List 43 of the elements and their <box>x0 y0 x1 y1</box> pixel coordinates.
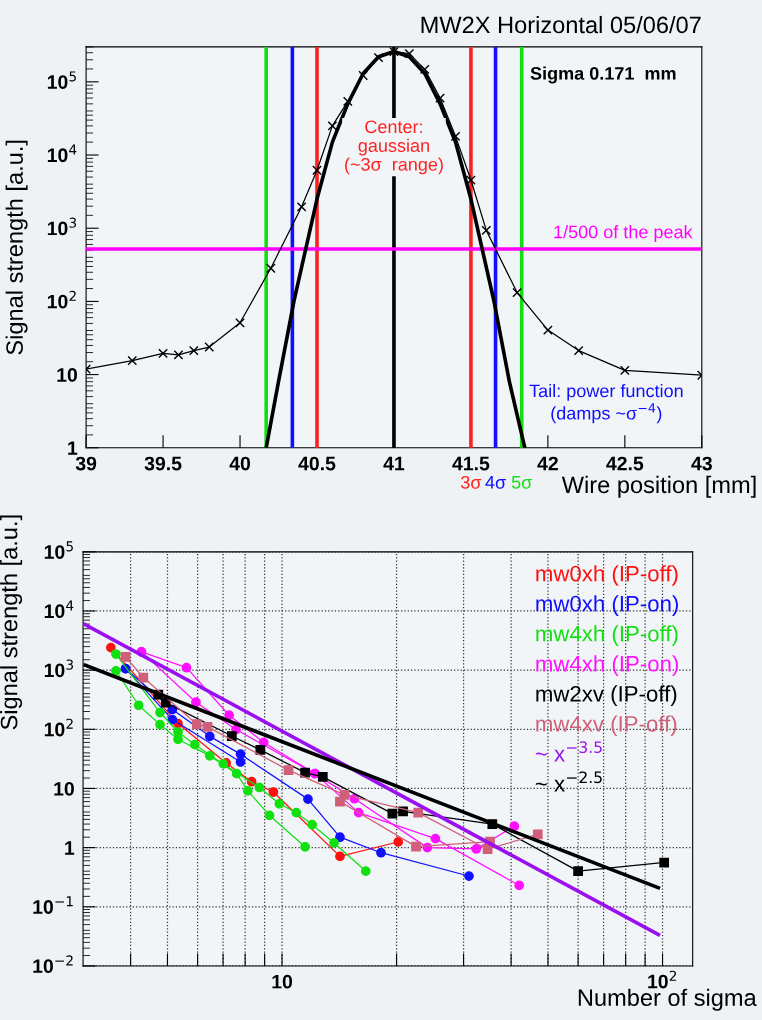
y-tick-label: 10$^{5}$ <box>47 71 76 89</box>
y-tick-label: 1 <box>68 441 78 455</box>
y-tick-label: 10$^{2}$ <box>44 718 73 737</box>
text: ~ x$^{−2.5}$ <box>535 771 602 792</box>
x-tick-label: 39.5 <box>144 456 182 471</box>
y-tick-label: 10$^{−1}$ <box>33 896 73 914</box>
text: mw0xh (IP-off) <box>536 565 678 586</box>
x-tick-label: 42.5 <box>606 456 644 471</box>
y-tick-label: 10$^{5}$ <box>44 541 73 559</box>
ref-line-label: 1/500 of the peak <box>554 225 693 242</box>
y-tick-label: 10$^{3}$ <box>44 659 73 678</box>
x-tick-label: 41 <box>383 456 405 471</box>
y-tick-label: 10$^{4}$ <box>47 144 77 163</box>
x-tick-label: 40 <box>229 456 251 471</box>
y-tick-label: 10$^{3}$ <box>47 217 77 236</box>
x-tick-label: 40.5 <box>298 456 336 471</box>
annotation: Tail: power function (damps ~σ$^{−4}$) <box>529 384 683 424</box>
y-axis-title: Signal strength [a.u.] <box>0 515 23 730</box>
annotation: Sigma 0.171 mm <box>530 66 676 84</box>
x-tick-label: 41.5 <box>452 456 490 471</box>
text: mw4xh (IP-off) <box>536 625 678 646</box>
ref-line-label: 4σ <box>485 476 506 489</box>
text: mw4xv (IP-off) <box>536 715 677 737</box>
text: mw4xh (IP-on) <box>536 655 678 676</box>
ref-line-label: 3σ <box>461 475 482 489</box>
text: mw2xv (IP-off) <box>536 685 677 707</box>
y-tick-label: 10$^{2}$ <box>47 290 76 309</box>
x-tick-label: 43 <box>691 456 712 471</box>
y-axis-title: Signal strength [a.u.] <box>5 140 28 355</box>
x-axis-title: Number of sigma <box>578 988 757 1011</box>
text: mw0xh (IP-on) <box>536 595 678 616</box>
text: ~ x$^{−3.5}$ <box>535 741 602 762</box>
ref-line-label: 5σ <box>511 476 533 489</box>
x-tick-label: 39 <box>75 456 97 471</box>
x-axis-title: Wire position [mm] <box>561 475 756 498</box>
y-tick-label: 10 <box>54 781 74 796</box>
y-tick-label: 10$^{−2}$ <box>33 955 73 974</box>
y-tick-label: 1 <box>65 841 75 855</box>
chart-title: MW2X Horizontal 05/06/07 <box>421 15 701 34</box>
x-tick-label: 42 <box>537 456 558 471</box>
y-tick-label: 10 <box>57 368 77 382</box>
y-tick-label: 10$^{4}$ <box>44 600 74 619</box>
annotation: Center: gaussian (~3σ range) <box>345 120 443 175</box>
